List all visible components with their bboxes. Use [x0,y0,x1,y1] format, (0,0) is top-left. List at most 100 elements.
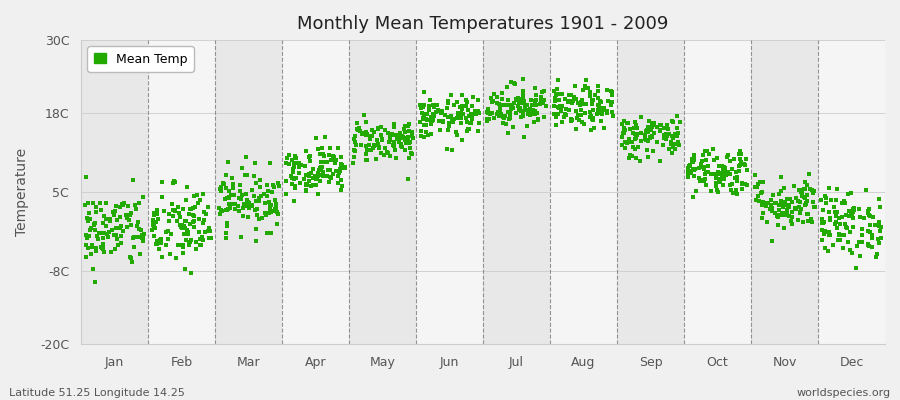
Point [518,102,533,108]
Point [823,217,837,224]
Point [491,94,505,100]
Point [797,186,812,192]
Point [628,119,643,126]
Point [147,212,161,218]
Point [424,114,438,120]
Point [115,201,130,207]
Point [169,255,184,262]
Point [269,202,284,208]
Legend: Mean Temp: Mean Temp [87,46,194,72]
Point [508,96,523,102]
Point [534,94,548,100]
Point [641,127,655,134]
Point [862,212,877,218]
Point [849,265,863,271]
Point [285,181,300,187]
Point [585,116,599,123]
Point [286,169,301,175]
Point [485,98,500,104]
Point [289,160,303,166]
Bar [818,40,885,344]
Point [176,206,190,212]
Point [765,238,779,244]
Point [518,103,532,110]
Point [575,97,590,103]
Point [493,110,508,116]
Point [730,190,744,197]
Point [256,190,271,197]
Point [189,246,203,252]
Point [81,200,95,206]
Point [664,150,679,156]
Point [672,119,687,125]
Point [706,156,721,163]
Point [687,173,701,179]
Point [793,187,807,194]
Bar [550,40,617,344]
Point [656,142,670,148]
Point [555,91,570,97]
Point [800,211,814,217]
Point [432,118,446,125]
Point [442,123,456,130]
Point [271,180,285,187]
Point [527,108,542,114]
Point [763,202,778,209]
Point [293,179,308,186]
Point [166,180,180,186]
Point [99,199,113,206]
Point [585,100,599,107]
Point [801,218,815,224]
Point [798,179,813,185]
Point [853,252,868,259]
Point [686,194,700,200]
Point [151,216,166,222]
Point [732,162,746,169]
Point [536,89,550,96]
Point [797,195,812,202]
Point [398,146,412,153]
Point [569,107,583,114]
Point [394,141,409,148]
Point [184,237,198,243]
Point [111,242,125,248]
Point [456,111,471,117]
Point [793,209,807,215]
Point [800,192,814,198]
Point [734,181,749,187]
Point [716,169,730,176]
Point [683,170,698,177]
Point [174,224,188,230]
Point [310,146,325,152]
Point [396,134,410,140]
Point [175,222,189,228]
Point [727,156,742,162]
Point [552,105,566,112]
Point [760,219,774,225]
Point [662,131,676,137]
Point [569,126,583,132]
Point [700,169,715,176]
Point [797,194,812,200]
Point [868,222,882,228]
Point [310,175,324,182]
Point [445,146,459,153]
Point [461,126,475,132]
Point [551,104,565,110]
Point [638,136,652,143]
Point [695,164,709,170]
Point [771,222,786,228]
Point [595,105,609,111]
Point [686,159,700,166]
Point [716,176,731,182]
Title: Monthly Mean Temperatures 1901 - 2009: Monthly Mean Temperatures 1901 - 2009 [297,15,669,33]
Point [122,212,137,219]
Point [519,122,534,129]
Point [109,225,123,232]
Point [716,174,731,181]
Point [492,113,507,120]
Point [555,102,570,109]
Point [405,151,419,158]
Point [562,92,576,98]
Point [818,229,832,235]
